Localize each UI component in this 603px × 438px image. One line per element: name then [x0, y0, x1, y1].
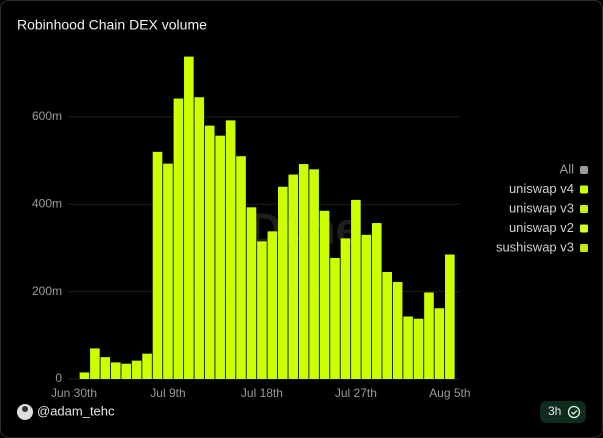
x-tick-label: Jul 9th [150, 386, 185, 400]
bar [382, 271, 392, 379]
bar [403, 316, 413, 379]
bar [278, 186, 288, 379]
bar [215, 135, 225, 379]
bar [131, 360, 142, 379]
y-tick-label: 200m [32, 284, 62, 298]
y-tick-label: 400m [32, 196, 62, 210]
avatar-head [22, 406, 28, 412]
legend-label[interactable]: All [560, 161, 575, 176]
bar [413, 318, 424, 379]
bar [434, 308, 445, 379]
bar [90, 348, 100, 379]
bar [204, 125, 215, 379]
bar [142, 353, 152, 379]
check-icon [567, 405, 581, 419]
bar [445, 254, 455, 379]
legend-label[interactable]: uniswap v4 [509, 181, 574, 196]
bar [288, 174, 299, 379]
check-mark [571, 410, 578, 415]
legend-swatch [580, 166, 588, 174]
author[interactable]: @adam_tehc [37, 403, 115, 418]
bar [225, 120, 236, 380]
bar [267, 231, 278, 379]
bar [236, 156, 246, 379]
bar [100, 357, 111, 379]
bar [309, 169, 319, 379]
bar [194, 97, 205, 379]
bar [330, 257, 340, 379]
bar [79, 372, 90, 379]
bar [246, 207, 257, 379]
bar [163, 163, 173, 379]
refresh-label: 3h [548, 404, 561, 418]
bar [351, 199, 361, 379]
bar [110, 362, 121, 379]
legend-label[interactable]: sushiswap v3 [496, 239, 574, 254]
bar [319, 210, 330, 379]
chart-title: Robinhood Chain DEX volume [17, 17, 207, 33]
y-tick-label: 0 [55, 371, 62, 385]
bar [361, 234, 372, 379]
bar [152, 151, 163, 379]
bar [121, 363, 131, 379]
bar [392, 282, 403, 379]
bar [298, 164, 309, 379]
x-tick-label: Jul 18th [241, 386, 283, 400]
legend-label[interactable]: uniswap v3 [509, 200, 574, 215]
bar [424, 292, 434, 379]
x-tick-label: Jun 30th [51, 386, 97, 400]
legend-swatch [580, 205, 588, 213]
bar [173, 98, 184, 380]
bar [340, 238, 351, 379]
legend-swatch [580, 244, 588, 252]
legend-swatch [580, 224, 588, 233]
legend-label[interactable]: uniswap v2 [509, 220, 574, 235]
bar [257, 241, 267, 379]
x-tick-label: Aug 5th [429, 386, 470, 400]
legend-swatch [580, 185, 588, 194]
x-tick-label: Jul 27th [335, 386, 377, 400]
y-tick-label: 600m [32, 109, 62, 123]
bar [184, 56, 194, 379]
bar [371, 223, 382, 379]
